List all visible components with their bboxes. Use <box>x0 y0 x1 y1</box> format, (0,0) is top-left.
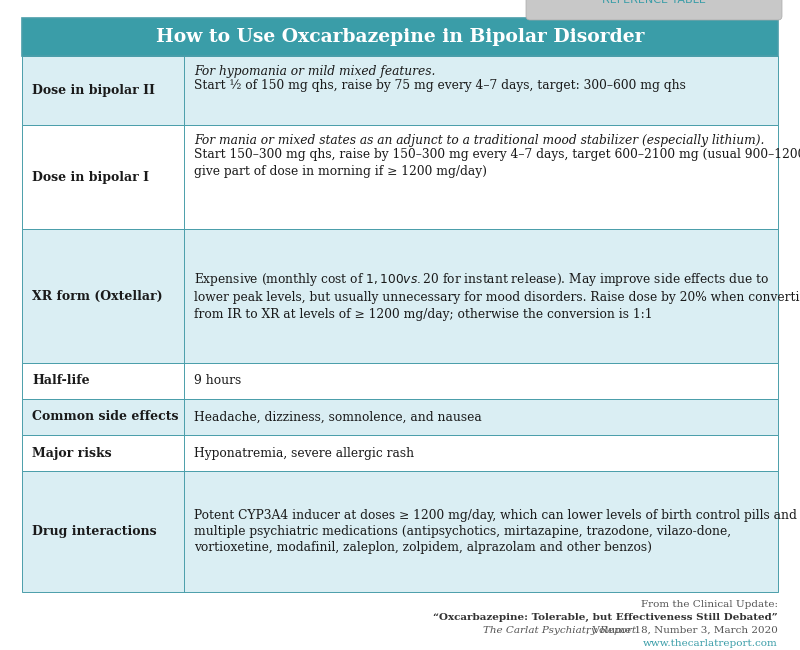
Bar <box>22 229 778 363</box>
Text: REFERENCE TABLE: REFERENCE TABLE <box>602 0 706 5</box>
Text: Common side effects: Common side effects <box>32 411 178 424</box>
Text: Expensive (monthly cost of $1,100 vs. $20 for instant release). May improve side: Expensive (monthly cost of $1,100 vs. $2… <box>194 271 800 321</box>
Text: For mania or mixed states as an adjunct to a traditional mood stabilizer (especi: For mania or mixed states as an adjunct … <box>194 134 764 147</box>
Text: Start ½ of 150 mg qhs, raise by 75 mg every 4–7 days, target: 300–600 mg qhs: Start ½ of 150 mg qhs, raise by 75 mg ev… <box>194 79 686 92</box>
Text: From the Clinical Update:: From the Clinical Update: <box>641 600 778 609</box>
Text: Dose in bipolar I: Dose in bipolar I <box>32 170 149 183</box>
Text: www.thecarlatreport.com: www.thecarlatreport.com <box>643 639 778 648</box>
Bar <box>22 363 778 399</box>
Text: Major risks: Major risks <box>32 447 112 460</box>
Text: For hypomania or mild mixed features.: For hypomania or mild mixed features. <box>194 65 435 78</box>
Text: , Volume 18, Number 3, March 2020: , Volume 18, Number 3, March 2020 <box>586 626 778 635</box>
Text: XR form (Oxtellar): XR form (Oxtellar) <box>32 289 162 302</box>
Text: Drug interactions: Drug interactions <box>32 525 157 538</box>
Text: Half-life: Half-life <box>32 374 90 387</box>
FancyBboxPatch shape <box>526 0 782 20</box>
Text: How to Use Oxcarbazepine in Bipolar Disorder: How to Use Oxcarbazepine in Bipolar Diso… <box>156 28 644 46</box>
Text: Hyponatremia, severe allergic rash: Hyponatremia, severe allergic rash <box>194 447 414 460</box>
Text: “Oxcarbazepine: Tolerable, but Effectiveness Still Debated”: “Oxcarbazepine: Tolerable, but Effective… <box>434 613 778 622</box>
Bar <box>22 435 778 471</box>
Bar <box>22 399 778 435</box>
Text: Potent CYP3A4 inducer at doses ≥ 1200 mg/day, which can lower levels of birth co: Potent CYP3A4 inducer at doses ≥ 1200 mg… <box>194 508 797 554</box>
Text: Headache, dizziness, somnolence, and nausea: Headache, dizziness, somnolence, and nau… <box>194 411 482 424</box>
Bar <box>22 471 778 592</box>
Text: 9 hours: 9 hours <box>194 374 242 387</box>
Text: Start 150–300 mg qhs, raise by 150–300 mg every 4–7 days, target 600–2100 mg (us: Start 150–300 mg qhs, raise by 150–300 m… <box>194 148 800 177</box>
Bar <box>22 18 778 56</box>
Text: Dose in bipolar II: Dose in bipolar II <box>32 84 155 97</box>
Bar <box>22 125 778 229</box>
Text: The Carlat Psychiatry Report: The Carlat Psychiatry Report <box>483 626 636 635</box>
Bar <box>22 56 778 125</box>
